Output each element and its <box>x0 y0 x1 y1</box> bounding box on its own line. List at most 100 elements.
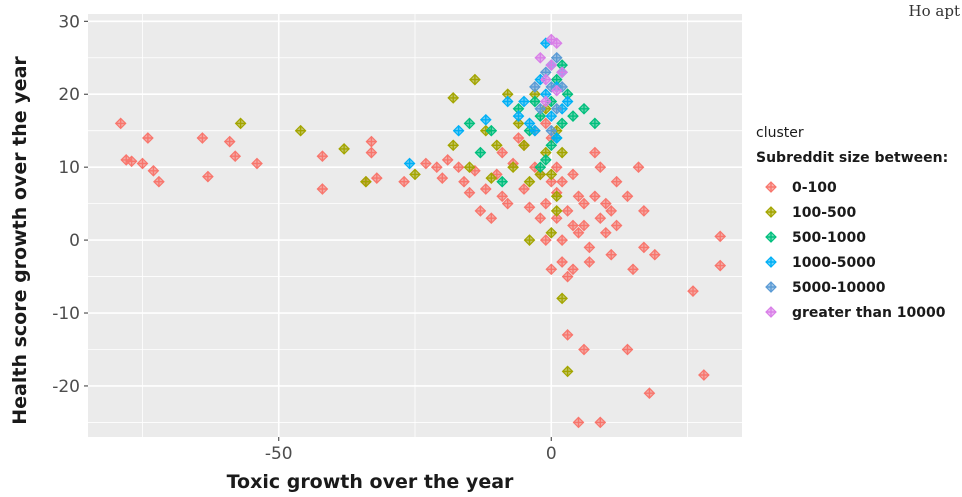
data-point <box>550 205 563 217</box>
data-point <box>545 124 558 137</box>
data-point <box>534 212 547 225</box>
data-point <box>294 124 307 137</box>
corner-text: Ho apt <box>909 2 960 20</box>
data-point <box>545 59 558 71</box>
data-point <box>518 139 530 152</box>
y-tick-label: 20 <box>58 85 80 105</box>
x-tick-label: -50 <box>265 444 293 464</box>
data-point <box>556 175 568 188</box>
data-point <box>529 95 541 108</box>
data-point <box>539 117 552 130</box>
data-point <box>512 110 525 122</box>
data-point <box>153 175 165 188</box>
data-point <box>556 292 568 305</box>
data-point <box>599 197 612 210</box>
data-point <box>420 157 432 170</box>
data-point <box>567 219 579 232</box>
data-point <box>430 161 443 174</box>
data-point <box>627 263 639 276</box>
data-point <box>561 270 574 283</box>
data-point <box>142 132 154 144</box>
data-point <box>687 285 699 297</box>
data-point <box>556 256 568 268</box>
data-point <box>501 95 514 108</box>
data-point <box>550 51 563 64</box>
data-point <box>474 205 487 217</box>
legend-key <box>765 231 777 243</box>
legend-key <box>765 256 777 268</box>
data-point <box>447 92 460 104</box>
data-point <box>485 212 498 225</box>
legend-label: 1000-5000 <box>792 255 876 271</box>
data-point <box>550 37 563 50</box>
data-point <box>589 190 601 203</box>
data-point <box>567 110 579 122</box>
data-point <box>365 135 378 148</box>
legend: cluster Subreddit size between: 0-100 100… <box>756 125 948 321</box>
data-point <box>485 172 498 184</box>
legend-label: 100-500 <box>792 205 857 221</box>
data-point <box>463 161 476 174</box>
data-point <box>545 226 558 239</box>
y-axis-title: Health score growth over the year <box>9 56 31 425</box>
data-point <box>496 175 509 188</box>
data-point <box>507 161 519 174</box>
legend-label: greater than 10000 <box>792 305 946 321</box>
data-point <box>534 51 547 64</box>
data-point <box>539 197 552 210</box>
data-point <box>125 155 138 168</box>
data-point <box>136 157 149 170</box>
data-point <box>550 84 563 97</box>
data-point <box>621 343 634 356</box>
data-point <box>539 154 552 166</box>
data-point <box>534 168 547 181</box>
data-point <box>550 212 563 225</box>
data-point <box>458 175 470 188</box>
data-point <box>698 369 710 381</box>
data-point <box>638 205 650 217</box>
legend-items: 0-100 100-500 500-1000 1000-5000 5000-10000 g… <box>765 180 946 321</box>
data-point <box>534 110 547 122</box>
legend-key <box>765 206 777 218</box>
data-point <box>316 183 329 195</box>
data-point <box>474 146 487 159</box>
data-point <box>490 139 503 152</box>
data-point <box>360 175 372 188</box>
data-point <box>605 205 618 217</box>
data-point <box>452 161 465 174</box>
data-point <box>550 132 563 144</box>
data-points <box>114 33 727 429</box>
y-tick-label: 0 <box>69 231 80 251</box>
data-point <box>567 263 579 276</box>
legend-subtitle: Subreddit size between: <box>756 150 948 166</box>
y-axis-ticks: -20 -10 0 10 20 30 <box>52 12 88 397</box>
data-point <box>632 161 645 174</box>
data-point <box>496 146 509 159</box>
data-point <box>523 117 536 130</box>
data-point <box>534 102 547 115</box>
x-tick-label: 0 <box>546 444 557 464</box>
data-point <box>643 387 656 400</box>
data-point <box>463 186 476 199</box>
legend-label: 0-100 <box>792 180 837 196</box>
data-point <box>545 139 558 152</box>
data-point <box>463 117 476 130</box>
legend-label: 5000-10000 <box>792 280 886 296</box>
data-point <box>567 168 579 181</box>
data-point <box>234 117 247 130</box>
data-point <box>550 190 563 203</box>
data-point <box>599 226 612 239</box>
data-point <box>561 329 574 341</box>
data-point <box>594 161 607 174</box>
data-point <box>496 190 509 203</box>
data-point <box>545 175 558 188</box>
data-point <box>561 205 574 217</box>
legend-key <box>765 181 777 193</box>
legend-key <box>765 281 777 293</box>
data-point <box>441 154 454 166</box>
data-point <box>578 219 590 232</box>
data-point <box>714 259 727 272</box>
data-point <box>589 146 601 159</box>
data-point <box>229 150 242 163</box>
data-point <box>114 117 127 130</box>
